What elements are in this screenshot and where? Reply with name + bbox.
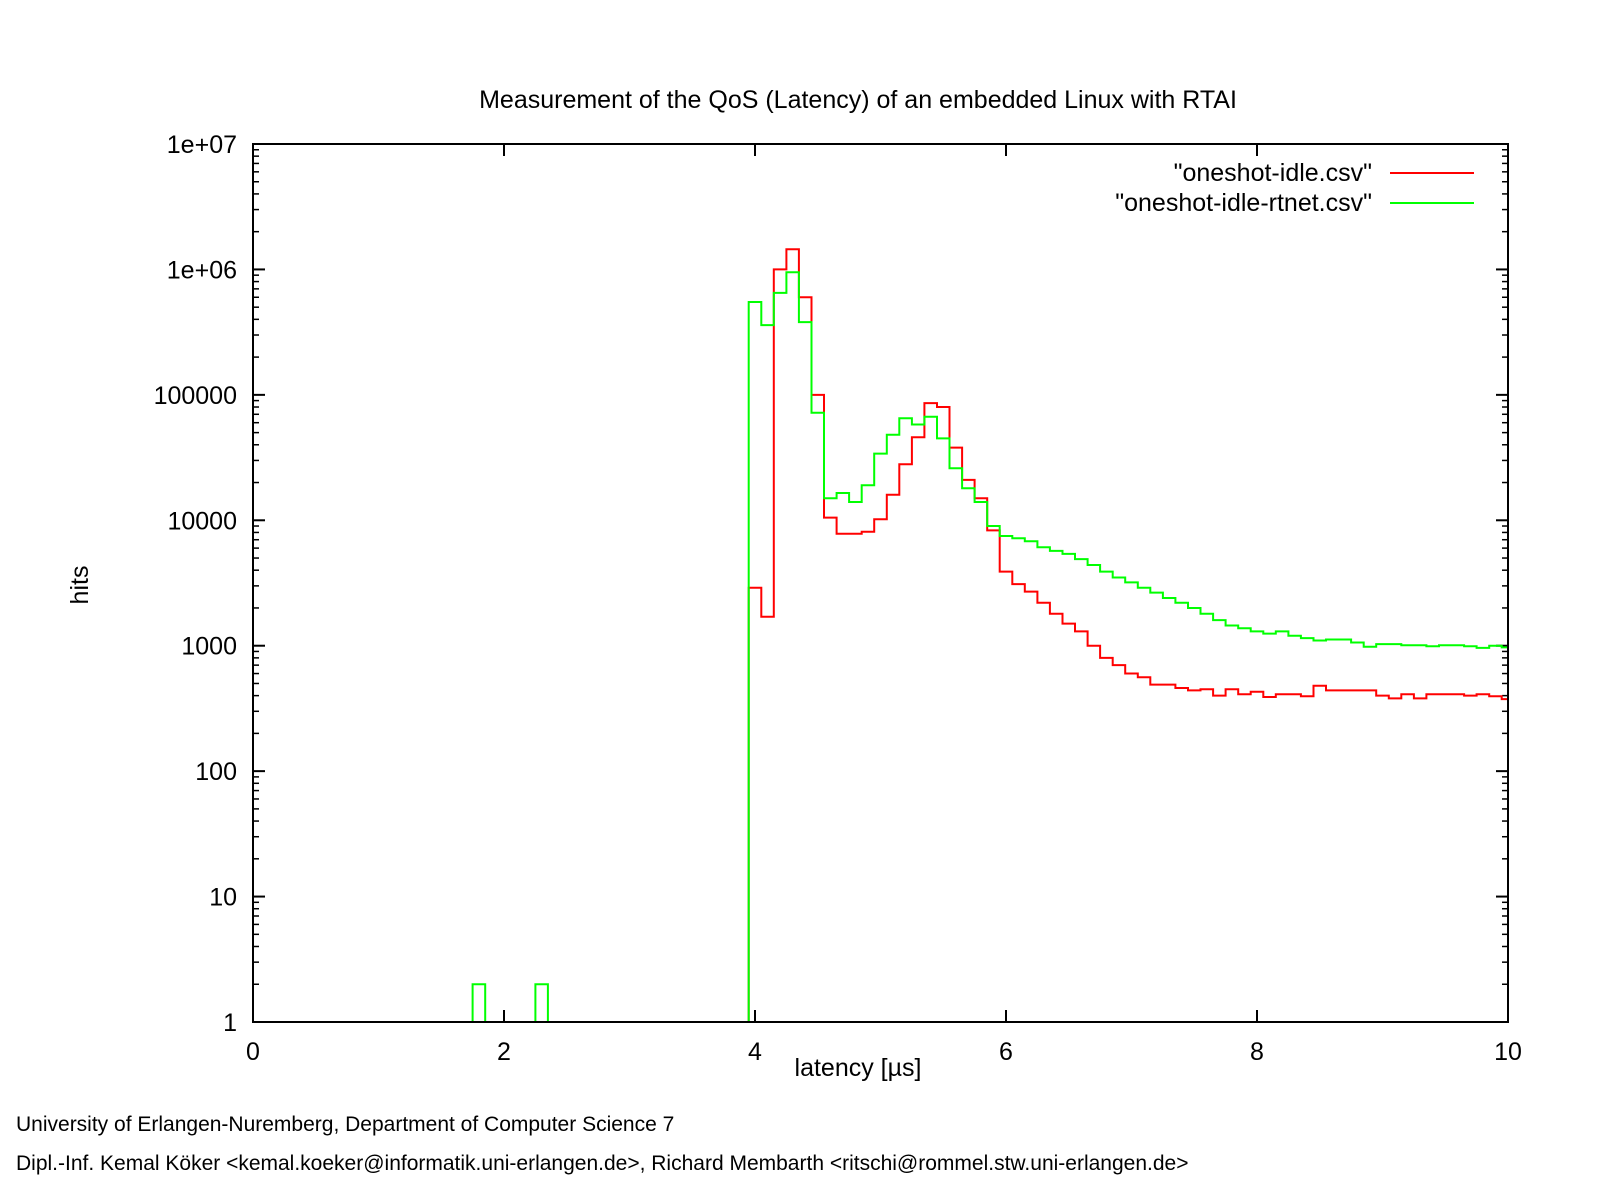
y-tick-label: 1e+07 bbox=[167, 131, 237, 159]
y-tick-label: 1 bbox=[223, 1009, 237, 1037]
series-line bbox=[471, 271, 1508, 1023]
x-tick-label: 8 bbox=[1250, 1038, 1264, 1066]
legend-label: "oneshot-idle.csv" bbox=[1174, 159, 1372, 187]
x-tick-label: 10 bbox=[1494, 1038, 1522, 1066]
plot-series bbox=[471, 248, 1508, 1023]
x-axis-label: latency [µs] bbox=[795, 1054, 922, 1082]
series-line bbox=[747, 248, 1508, 1022]
y-tick-label: 100000 bbox=[154, 382, 237, 410]
y-tick-label: 1000 bbox=[181, 633, 237, 661]
y-axis-ticks: 1 10 100 1000 10000 100000 1e+06 1e+07 bbox=[154, 131, 1508, 1037]
x-tick-label: 4 bbox=[748, 1038, 762, 1066]
footer-authors: Dipl.-Inf. Kemal Köker <kemal.koeker@inf… bbox=[16, 1152, 1189, 1175]
x-tick-label: 0 bbox=[246, 1038, 260, 1066]
x-tick-label: 6 bbox=[999, 1038, 1013, 1066]
legend-label: "oneshot-idle-rtnet.csv" bbox=[1115, 189, 1372, 217]
plot-frame bbox=[252, 143, 1509, 1023]
legend: "oneshot-idle.csv""oneshot-idle-rtnet.cs… bbox=[1115, 159, 1474, 217]
x-axis-ticks: 0 2 4 6 8 10 bbox=[246, 144, 1522, 1066]
x-tick-label: 2 bbox=[497, 1038, 511, 1066]
y-tick-label: 10000 bbox=[167, 507, 237, 535]
y-axis-label: hits bbox=[66, 566, 94, 605]
chart-title: Measurement of the QoS (Latency) of an e… bbox=[479, 86, 1237, 114]
chart: Measurement of the QoS (Latency) of an e… bbox=[66, 86, 1522, 1082]
y-tick-label: 10 bbox=[209, 884, 237, 912]
footer-affiliation: University of Erlangen-Nuremberg, Depart… bbox=[16, 1113, 675, 1136]
y-tick-label: 100 bbox=[195, 758, 237, 786]
y-tick-label: 1e+06 bbox=[167, 256, 237, 284]
